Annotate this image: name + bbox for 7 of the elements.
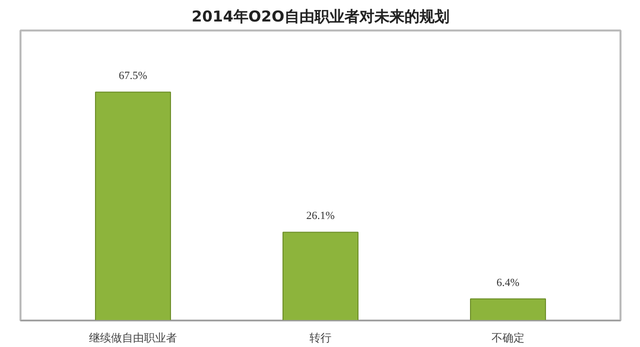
data-label: 67.5% [118, 70, 148, 82]
chart-title: 2014年O2O自由职业者对未来的规划 [192, 8, 450, 26]
x-tick-label: 转行 [310, 332, 332, 344]
x-tick-label: 继续做自由职业者 [89, 332, 177, 344]
data-label: 26.1% [306, 210, 335, 222]
x-tick-label: 不确定 [492, 332, 524, 344]
data-label: 6.4% [496, 276, 520, 289]
